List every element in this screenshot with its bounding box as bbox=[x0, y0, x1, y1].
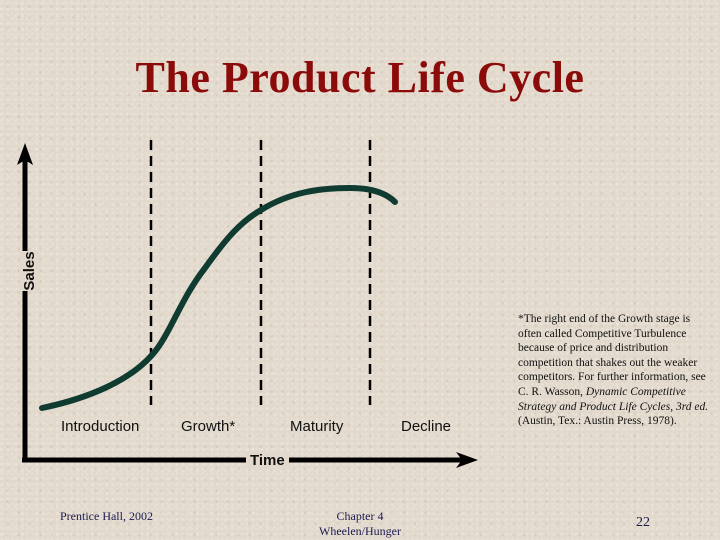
stage-label-maturity: Maturity bbox=[290, 418, 344, 435]
footer-chapter: Chapter 4 Wheelen/Hunger bbox=[300, 509, 420, 539]
footnote: *The right end of the Growth stage is of… bbox=[518, 312, 710, 429]
footnote-text: *The right end of the Growth stage is of… bbox=[518, 313, 706, 398]
y-axis-arrow-icon bbox=[17, 143, 33, 165]
x-axis-label: Time bbox=[246, 452, 289, 469]
footnote-citation-title: Dynamic Competitive Strategy and Product… bbox=[518, 385, 709, 413]
stage-label-introduction: Introduction bbox=[61, 418, 140, 435]
stage-label-growth: Growth* bbox=[181, 418, 236, 435]
footer-chapter-number: Chapter 4 bbox=[336, 509, 384, 523]
footer-authors: Wheelen/Hunger bbox=[319, 524, 401, 538]
page-number: 22 bbox=[636, 515, 650, 530]
sales-curve bbox=[39, 184, 398, 411]
footer-publisher: Prentice Hall, 2002 bbox=[60, 509, 153, 523]
stage-label-decline: Decline bbox=[401, 418, 452, 435]
y-axis-label: Sales bbox=[21, 251, 39, 291]
footnote-publisher: (Austin, Tex.: Austin Press, 1978). bbox=[518, 415, 677, 428]
slide-title: The Product Life Cycle bbox=[135, 53, 585, 102]
x-axis-arrow-icon bbox=[456, 452, 478, 468]
